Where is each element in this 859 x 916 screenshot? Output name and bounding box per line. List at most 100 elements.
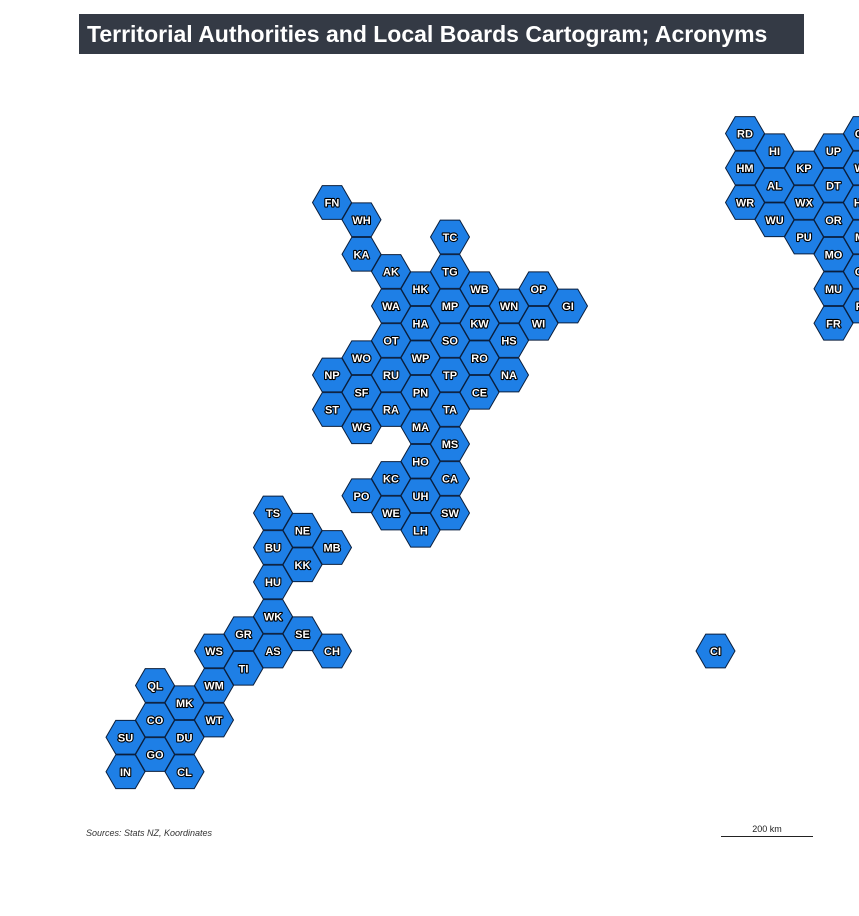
hex-ci: CI <box>695 633 736 669</box>
hex-cl: CL <box>164 754 205 790</box>
hex-label: PU <box>796 232 811 244</box>
hex-as: AS <box>252 633 294 669</box>
hex-hm: HM <box>724 150 766 186</box>
hex-uh: UH <box>400 478 441 514</box>
hex-label: PO <box>354 491 370 503</box>
hex-cell <box>105 754 146 790</box>
scale-label: 200 km <box>752 824 782 834</box>
hex-cell <box>252 564 294 600</box>
hex-rd: RD <box>724 116 766 151</box>
hex-label: NP <box>324 370 339 382</box>
hex-label: WS <box>205 646 223 658</box>
hex-in: IN <box>105 754 146 790</box>
hex-al: AL <box>754 167 795 203</box>
hex-label: WM <box>204 681 224 693</box>
hex-du: DU <box>164 719 205 755</box>
scale-bar: 200 km <box>721 824 813 837</box>
hex-cell <box>311 633 353 669</box>
hex-wi: WI <box>518 305 559 341</box>
hex-gr: GR <box>223 616 264 652</box>
hex-label: CE <box>472 387 487 399</box>
hex-layer: RD GB HI UP HM KP WL AL DT WR WX HW WU OR PU MT MO OA MU PP… <box>105 116 859 790</box>
hex-label: OP <box>531 284 547 296</box>
hex-label: KA <box>354 249 370 261</box>
hex-label: MA <box>412 422 429 434</box>
hex-label: TP <box>443 370 457 382</box>
hex-wm: WM <box>193 668 235 703</box>
hex-label: HO <box>412 456 429 468</box>
hex-ca: CA <box>429 461 471 496</box>
hex-label: SW <box>441 508 459 520</box>
hex-ql: QL <box>134 668 176 703</box>
hex-np: NP <box>311 357 353 393</box>
hex-label: MO <box>825 249 843 261</box>
hex-ra: RA <box>370 392 412 427</box>
hex-label: WK <box>264 612 282 624</box>
hex-label: KW <box>470 318 489 330</box>
hex-label: MP <box>442 301 459 313</box>
hex-sf: SF <box>341 374 382 410</box>
hex-cell <box>429 219 471 255</box>
hex-ru: RU <box>370 357 412 393</box>
hex-label: WH <box>352 215 370 227</box>
hex-label: HW <box>854 198 859 210</box>
hex-label: TA <box>443 405 457 417</box>
hex-label: MB <box>323 543 340 555</box>
hex-label: WU <box>765 215 783 227</box>
hex-label: SO <box>442 336 458 348</box>
hex-na: NA <box>488 357 530 393</box>
hex-label: PP <box>856 301 859 313</box>
hex-label: SF <box>354 387 368 399</box>
hex-tc: TC <box>429 219 471 255</box>
hex-hu: HU <box>252 564 294 600</box>
hex-op: OP <box>518 271 559 307</box>
hex-ws: WS <box>193 633 235 669</box>
hex-label: MK <box>176 698 193 710</box>
hex-label: WE <box>382 508 400 520</box>
hex-label: RA <box>383 405 399 417</box>
hex-cell <box>341 409 382 445</box>
hex-wp: WP <box>400 340 441 376</box>
hex-label: AL <box>767 180 782 192</box>
hex-label: RO <box>471 353 488 365</box>
hex-label: DU <box>177 732 193 744</box>
hex-label: AK <box>383 267 399 279</box>
hex-ce: CE <box>459 374 500 410</box>
hex-label: SE <box>295 629 310 641</box>
hex-label: WR <box>736 198 754 210</box>
hex-ma: MA <box>400 409 441 445</box>
hex-ka: KA <box>341 236 382 272</box>
hex-label: GR <box>235 629 252 641</box>
hex-pu: PU <box>783 219 825 255</box>
hex-st: ST <box>311 392 353 427</box>
hex-ne: NE <box>282 512 323 548</box>
hex-label: GI <box>562 301 574 313</box>
hex-label: GO <box>146 750 164 762</box>
hex-label: UP <box>826 146 841 158</box>
hex-label: RU <box>383 370 399 382</box>
hex-label: CI <box>710 646 721 658</box>
hex-cell <box>400 512 441 548</box>
hex-label: MS <box>442 439 459 451</box>
hex-mo: MO <box>813 236 854 272</box>
hex-mb: MB <box>311 530 353 565</box>
hex-label: TS <box>266 508 280 520</box>
hex-cell <box>813 305 854 341</box>
hex-label: WX <box>795 198 813 210</box>
hex-wr: WR <box>724 185 766 220</box>
hex-ha: HA <box>400 305 441 341</box>
hex-label: NE <box>295 525 310 537</box>
hex-label: RD <box>737 129 753 141</box>
hex-label: WO <box>352 353 371 365</box>
hex-label: WP <box>412 353 430 365</box>
hex-label: KP <box>796 163 811 175</box>
hex-label: SU <box>118 732 133 744</box>
hex-or: OR <box>813 202 854 238</box>
hex-label: DT <box>826 180 841 192</box>
hex-hs: HS <box>488 323 530 358</box>
hex-label: HK <box>413 284 429 296</box>
hex-kk: KK <box>282 547 323 583</box>
hex-label: WB <box>470 284 488 296</box>
hex-label: UH <box>413 491 429 503</box>
